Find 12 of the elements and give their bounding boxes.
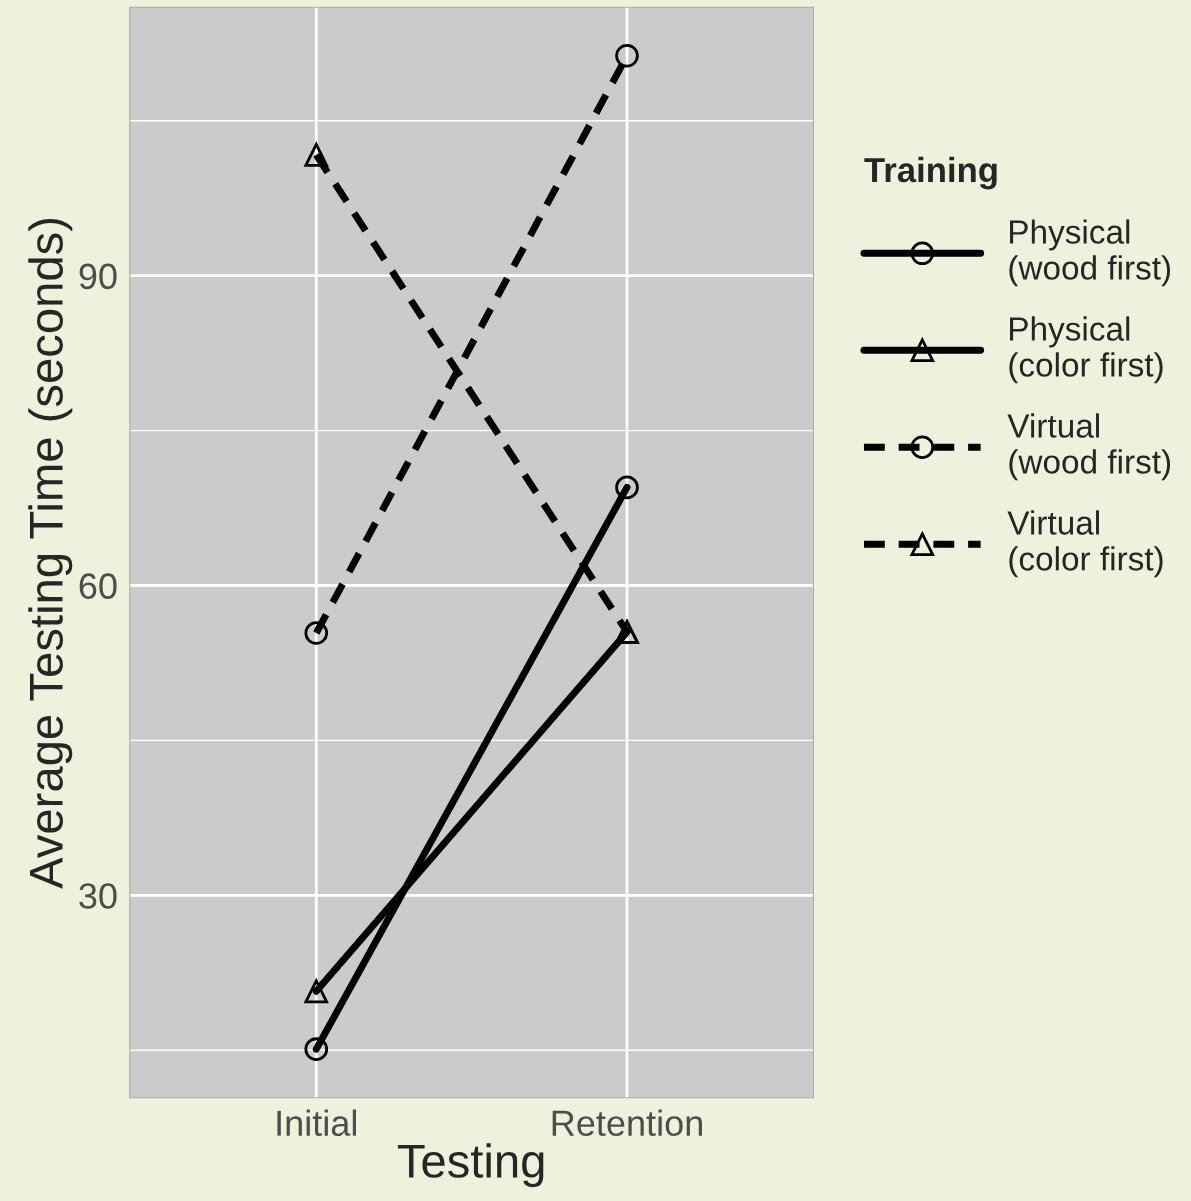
legend-label: Virtual (color first) <box>1007 510 1163 578</box>
legend-title: Training <box>864 156 997 190</box>
legend-label: Physical (wood first) <box>1009 219 1171 287</box>
y-axis-title: Average Testing Time (seconds) <box>28 218 73 889</box>
x-axis-title: Testing <box>397 1143 544 1188</box>
y-tick-label: 30 <box>79 883 117 909</box>
x-tick-label: Initial <box>277 1109 356 1137</box>
y-tick-label: 60 <box>79 573 117 599</box>
legend-label: Virtual (wood first) <box>1007 413 1171 481</box>
x-tick-label: Retention <box>552 1109 702 1137</box>
legend-label: Physical (color first) <box>1009 316 1163 384</box>
y-tick-label: 90 <box>79 263 117 290</box>
